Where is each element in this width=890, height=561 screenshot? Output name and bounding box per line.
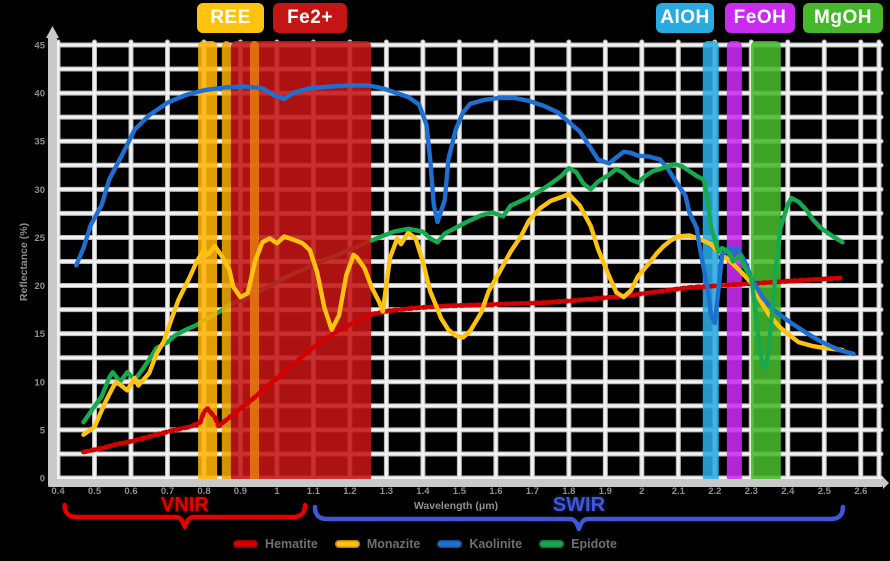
x-tick-label: 2.3	[745, 486, 758, 497]
y-tick-label: 5	[40, 425, 46, 436]
band-chip-mgoh[interactable]: MgOH	[803, 3, 883, 33]
series-epidote	[369, 162, 845, 371]
absorption-band-fe2-2	[230, 41, 372, 483]
legend-item-kaolinite[interactable]: Kaolinite	[437, 537, 522, 551]
y-tick-label: 25	[34, 233, 45, 244]
y-tick-label: 35	[34, 137, 45, 148]
epidote-swatch-icon	[539, 540, 565, 548]
series-kaolinite	[73, 83, 856, 357]
x-tick-label: 1	[274, 486, 280, 497]
legend-label: Epidote	[571, 537, 617, 551]
y-tick-label: 20	[34, 281, 45, 292]
monazite-swatch-icon	[334, 540, 360, 548]
legend-item-epidote[interactable]: Epidote	[539, 537, 617, 551]
y-tick-label: 30	[34, 185, 45, 196]
x-tick-label: 1.8	[562, 486, 575, 497]
x-tick-label: 0.8	[197, 486, 210, 497]
x-tick-label: 1.4	[416, 486, 430, 497]
absorption-band-ree-0	[198, 41, 218, 483]
x-tick-label: 1.7	[526, 486, 539, 497]
x-tick-label: 2.1	[672, 486, 686, 497]
x-axis-title: Wavelength (μm)	[413, 500, 499, 512]
band-chip-aloh[interactable]: AlOH	[656, 3, 714, 33]
x-tick-label: 1.2	[343, 486, 356, 497]
band-chip-ree[interactable]: REE	[197, 3, 264, 33]
absorption-band-mgoh-6	[750, 41, 781, 483]
x-tick-label: 2.6	[854, 486, 867, 497]
x-tick-label: 0.4	[51, 486, 65, 497]
legend-label: Hematite	[265, 537, 318, 551]
series-hematite	[81, 275, 845, 455]
y-tick-label: 45	[34, 41, 45, 52]
region-label-vnir: VNIR	[160, 494, 209, 516]
y-axis-title: Reflectance (%)	[18, 222, 30, 302]
x-tick-label: 0.7	[161, 486, 174, 497]
hematite-swatch-icon	[233, 540, 259, 548]
series-monazite	[81, 191, 845, 437]
x-tick-label: 2.4	[781, 486, 795, 497]
y-axis-arrow-icon	[46, 26, 59, 38]
x-tick-label: 1.6	[489, 486, 502, 497]
x-axis-arrow-icon	[883, 477, 889, 489]
absorption-band-aloh-4	[702, 41, 719, 483]
band-chip-fe2[interactable]: Fe2+	[273, 3, 347, 33]
y-tick-label: 0	[40, 474, 45, 485]
y-tick-label: 15	[34, 329, 45, 340]
x-tick-label: 1.3	[380, 486, 393, 497]
x-tick-label: 2.5	[818, 486, 832, 497]
y-tick-label: 10	[34, 377, 45, 388]
x-tick-label: 0.9	[234, 486, 247, 497]
region-label-swir: SWIR	[552, 494, 606, 516]
region-brace-swir	[312, 504, 846, 532]
x-tick-label: 0.6	[124, 486, 137, 497]
band-chip-feoh[interactable]: FeOH	[725, 3, 795, 33]
x-axis-bar	[48, 479, 883, 487]
x-tick-label: 1.5	[453, 486, 467, 497]
x-tick-label: 0.5	[88, 486, 102, 497]
x-tick-label: 1.1	[307, 486, 321, 497]
kaolinite-swatch-icon	[437, 540, 463, 548]
region-brace-vnir	[62, 502, 308, 530]
x-tick-label: 1.9	[599, 486, 612, 497]
legend-label: Monazite	[366, 537, 421, 551]
legend-label: Kaolinite	[469, 537, 523, 551]
y-tick-label: 40	[34, 89, 45, 100]
legend: Hematite Monazite Kaolinite Epidote	[233, 537, 617, 551]
x-tick-label: 2	[639, 486, 644, 497]
y-axis-bar	[48, 37, 57, 487]
legend-item-monazite[interactable]: Monazite	[334, 537, 421, 551]
legend-item-hematite[interactable]: Hematite	[233, 537, 318, 551]
x-tick-label: 2.2	[708, 486, 721, 497]
